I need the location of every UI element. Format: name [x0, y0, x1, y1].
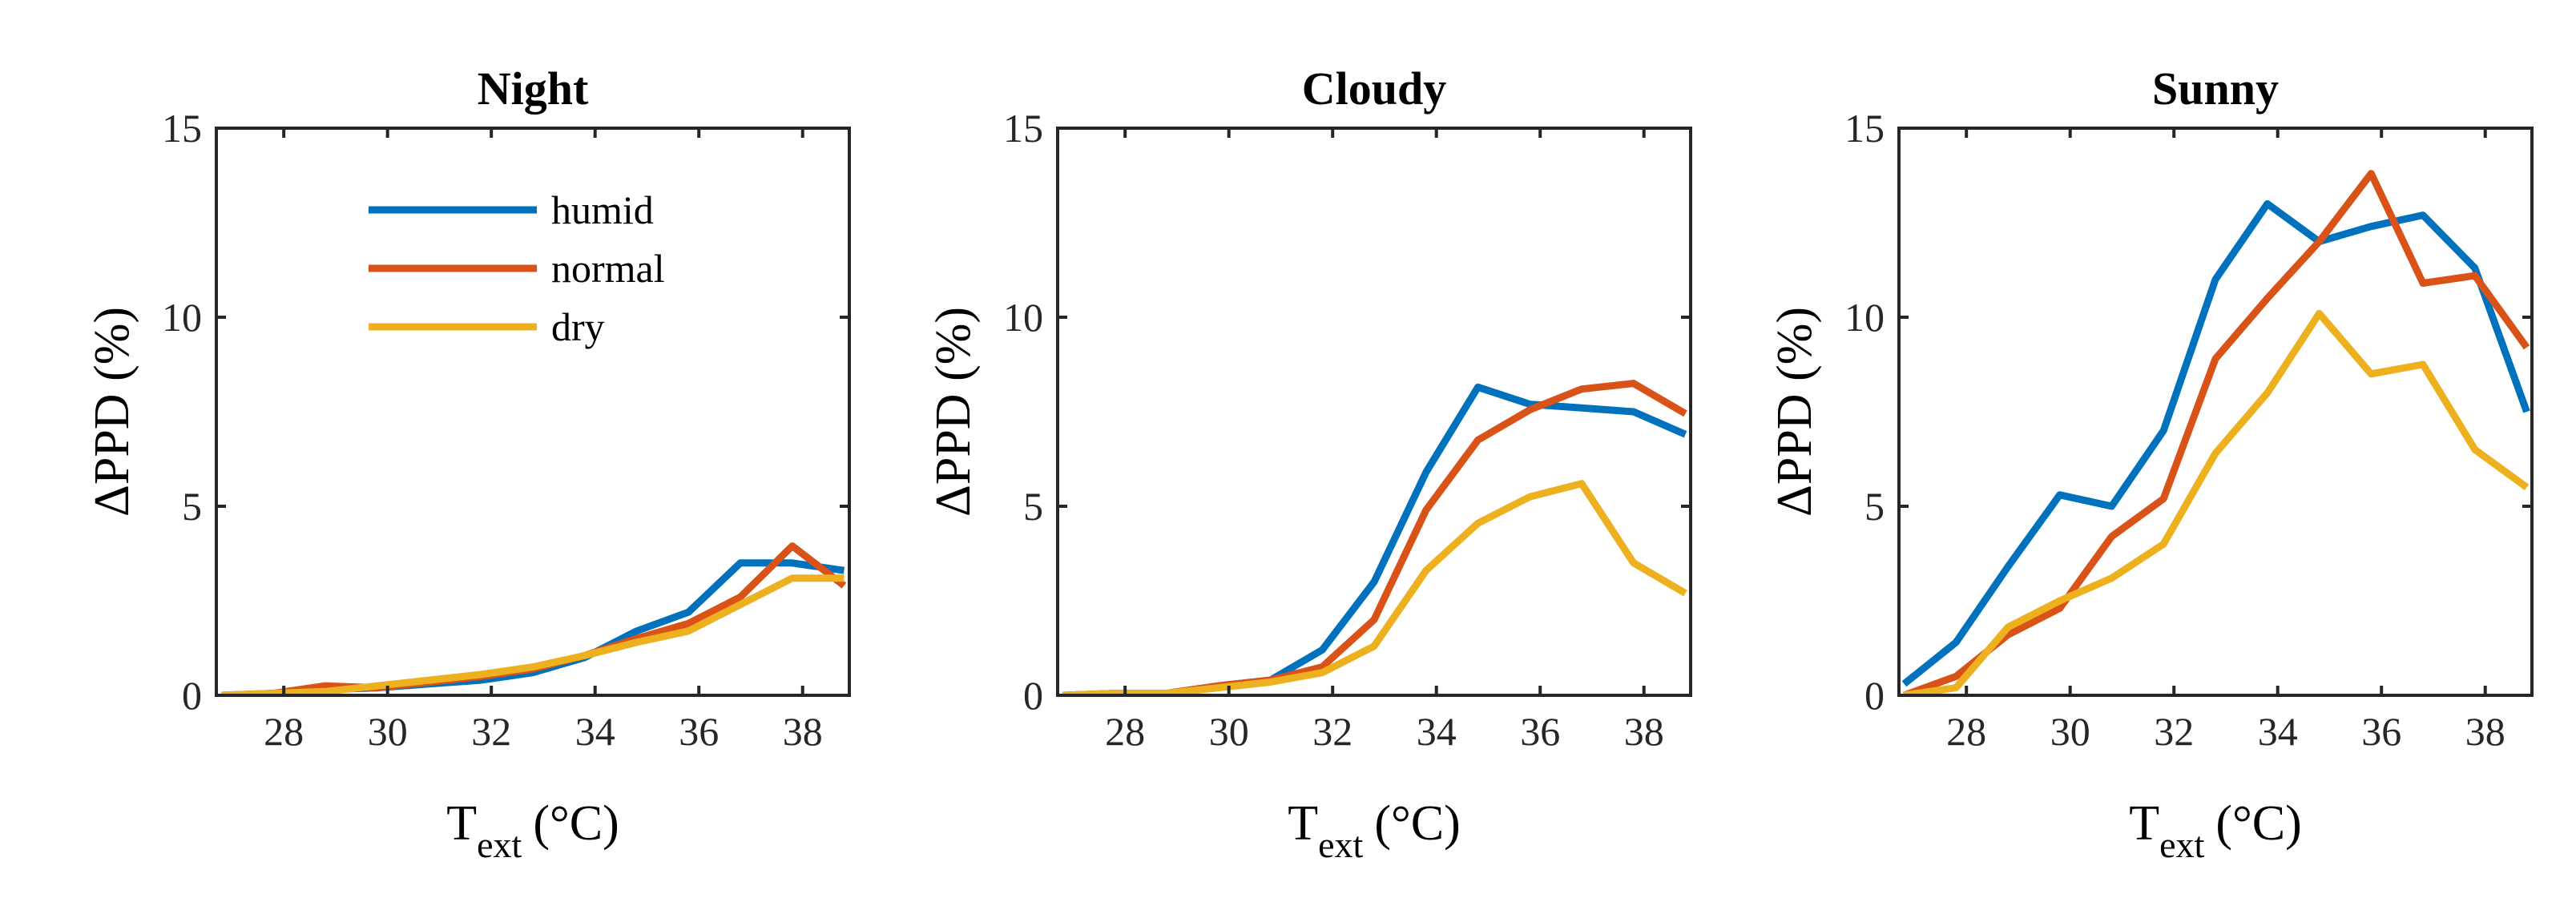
- y-axis-label: ΔPPD (%): [926, 307, 981, 517]
- legend-label-dry: dry: [551, 304, 605, 349]
- y-tick-label: 10: [1844, 295, 1885, 340]
- y-tick-label: 10: [162, 295, 202, 340]
- y-tick-label: 5: [1864, 484, 1885, 529]
- x-axis-label-unit: (°C): [2215, 796, 2301, 851]
- x-tick-label: 32: [471, 709, 511, 754]
- x-tick-label: 36: [1520, 709, 1560, 754]
- x-axis-label: Text (°C): [2129, 796, 2302, 865]
- axes-frame: [215, 127, 851, 697]
- x-tick-label: 36: [679, 709, 719, 754]
- series-line-normal: [1902, 170, 2530, 695]
- x-tick-label: 34: [2258, 709, 2298, 754]
- x-tick-label: 38: [1624, 709, 1664, 754]
- x-tick-label: 32: [1312, 709, 1353, 754]
- series-line-dry: [221, 574, 845, 695]
- y-tick-label: 0: [1023, 673, 1043, 718]
- panel-cloudy: Cloudy 28 30 32 34 36 38 0 5 10 15 ΔPPD (%) Text (°C): [926, 62, 1692, 865]
- y-tick-label: 5: [182, 484, 202, 529]
- series-group: [1901, 170, 2530, 695]
- y-tick-label: 15: [1844, 106, 1885, 151]
- series-line-dry: [1062, 480, 1687, 695]
- x-tick-label: 30: [368, 709, 408, 754]
- x-axis-label-main: T: [2129, 796, 2159, 851]
- x-tick-label: 34: [1417, 709, 1457, 754]
- axes-frame: [1897, 127, 2534, 697]
- x-axis-label-main: T: [1288, 796, 1318, 851]
- x-tick-label: 28: [1105, 709, 1145, 754]
- x-axis-label-sub: ext: [477, 824, 522, 865]
- y-tick-label: 15: [162, 106, 202, 151]
- legend-label-normal: normal: [551, 246, 665, 291]
- x-tick-label: 30: [1209, 709, 1249, 754]
- x-tick-label: 34: [575, 709, 615, 754]
- y-axis-label: ΔPPD (%): [85, 307, 139, 517]
- panel-sunny: Sunny 28 30 32 34 36 38 0 5 10 15 ΔPPD (%) Text (°C): [1768, 62, 2534, 865]
- legend: humid normal dry: [369, 187, 665, 349]
- x-axis-label-sub: ext: [1318, 824, 1363, 865]
- x-tick-label: 36: [2361, 709, 2401, 754]
- chart-title: Night: [478, 62, 589, 115]
- x-tick-label: 30: [2050, 709, 2090, 754]
- series-line-dry: [1903, 309, 2530, 695]
- panel-night: Night 28 30 32 34 36 38 0 5 10 15 ΔPPD (%) Text (°C) h…: [85, 62, 851, 865]
- x-tick-label: 28: [1946, 709, 1986, 754]
- legend-label-humid: humid: [551, 187, 654, 232]
- y-axis-label: ΔPPD (%): [1768, 307, 1822, 517]
- chart-title: Cloudy: [1302, 62, 1447, 115]
- y-tick-label: 5: [1023, 484, 1043, 529]
- y-tick-label: 0: [182, 673, 202, 718]
- x-axis-label-main: T: [446, 796, 477, 851]
- x-tick-label: 38: [2465, 709, 2505, 754]
- series-group: [221, 542, 847, 695]
- y-tick-label: 10: [1003, 295, 1043, 340]
- y-tick-label: 15: [1003, 106, 1043, 151]
- chart-title: Sunny: [2152, 62, 2279, 115]
- x-tick-label: 38: [783, 709, 823, 754]
- x-axis-label: Text (°C): [446, 796, 619, 865]
- series-group: [1062, 380, 1687, 695]
- x-tick-label: 28: [264, 709, 304, 754]
- x-axis-label-sub: ext: [2159, 824, 2204, 865]
- x-axis-label: Text (°C): [1288, 796, 1461, 865]
- series-line-humid: [1901, 199, 2530, 687]
- x-tick-label: 32: [2154, 709, 2194, 754]
- x-axis-label-unit: (°C): [533, 796, 619, 851]
- axes-frame: [1056, 127, 1692, 697]
- x-axis-label-unit: (°C): [1374, 796, 1460, 851]
- y-tick-label: 0: [1864, 673, 1885, 718]
